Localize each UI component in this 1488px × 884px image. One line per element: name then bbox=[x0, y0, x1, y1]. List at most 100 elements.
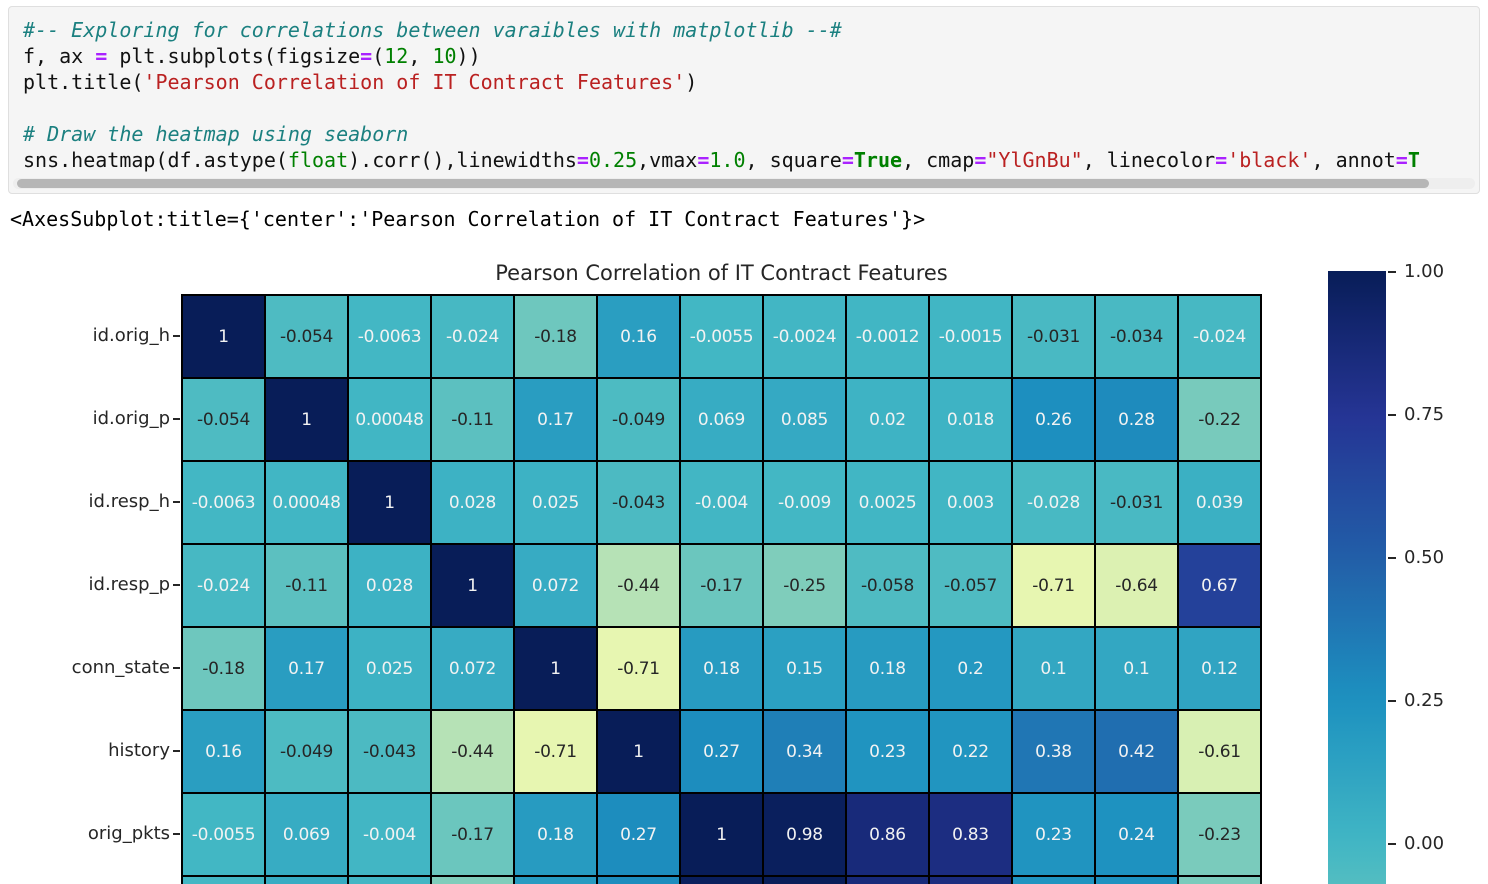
code-token: 0.25 bbox=[588, 148, 638, 172]
horizontal-scrollbar[interactable] bbox=[13, 178, 1475, 189]
heatmap-cell: 0.003 bbox=[930, 462, 1011, 543]
code-token: 'black' bbox=[1227, 148, 1312, 172]
heatmap-cell: -0.64 bbox=[1096, 545, 1177, 626]
row-label-orig_pkts: orig_pkts bbox=[87, 823, 170, 844]
heatmap-cell: -0.057 bbox=[930, 545, 1011, 626]
heatmap-cell: 1 bbox=[515, 628, 596, 709]
heatmap-cell: -0.0063 bbox=[349, 296, 430, 377]
heatmap-cell-partial bbox=[432, 877, 513, 884]
heatmap-cell: -0.71 bbox=[1013, 545, 1094, 626]
heatmap-cell: 0.16 bbox=[598, 296, 679, 377]
heatmap-cell: 1 bbox=[681, 794, 762, 875]
heatmap-cell-partial bbox=[1179, 877, 1260, 884]
code-editor[interactable]: #-- Exploring for correlations between v… bbox=[9, 7, 1479, 175]
heatmap-cell: -0.23 bbox=[1179, 794, 1260, 875]
heatmap-cell: 0.34 bbox=[764, 711, 845, 792]
y-tick bbox=[173, 418, 180, 420]
heatmap-cell: 0.18 bbox=[515, 794, 596, 875]
heatmap-cell: -0.44 bbox=[598, 545, 679, 626]
colorbar-tick-label: 0.50 bbox=[1404, 547, 1445, 568]
heatmap-cell: 0.16 bbox=[183, 711, 264, 792]
heatmap-cell: 0.069 bbox=[681, 379, 762, 460]
heatmap-cell: -0.009 bbox=[764, 462, 845, 543]
heatmap-cell: 0.039 bbox=[1179, 462, 1260, 543]
heatmap-cell: 0.83 bbox=[930, 794, 1011, 875]
heatmap-cell: 0.98 bbox=[764, 794, 845, 875]
code-token: )) bbox=[456, 44, 481, 68]
code-line: sns.heatmap(df.astype(float).corr(),line… bbox=[23, 147, 1465, 173]
colorbar-tick bbox=[1388, 414, 1396, 416]
heatmap-cell: 0.0025 bbox=[847, 462, 928, 543]
heatmap-cell: -0.0024 bbox=[764, 296, 845, 377]
code-token: = bbox=[974, 148, 987, 172]
heatmap-cell: -0.18 bbox=[515, 296, 596, 377]
heatmap-grid: 1 -0.054 -0.0063 -0.024 -0.18 0.16 -0.0055 -0.0… bbox=[181, 294, 1262, 884]
code-token: = bbox=[95, 44, 108, 68]
row-label-history: history bbox=[108, 740, 170, 761]
heatmap-cell: -0.25 bbox=[764, 545, 845, 626]
heatmap-cell: 0.028 bbox=[432, 462, 513, 543]
heatmap-cell: -0.024 bbox=[432, 296, 513, 377]
heatmap-cell-partial bbox=[1013, 877, 1094, 884]
heatmap-cell: 0.00048 bbox=[266, 462, 347, 543]
heatmap-cell: 0.28 bbox=[1096, 379, 1177, 460]
heatmap-cell: 0.025 bbox=[349, 628, 430, 709]
heatmap-cell: -0.024 bbox=[1179, 296, 1260, 377]
heatmap-cell: -0.18 bbox=[183, 628, 264, 709]
heatmap-cell-partial bbox=[183, 877, 264, 884]
heatmap-cell-partial bbox=[764, 877, 845, 884]
code-token: True bbox=[853, 148, 903, 172]
code-token: = bbox=[697, 148, 710, 172]
heatmap-cell: 0.27 bbox=[598, 794, 679, 875]
heatmap-cell: 1 bbox=[432, 545, 513, 626]
code-token: 10 bbox=[432, 44, 457, 68]
row-label-id.resp_p: id.resp_p bbox=[88, 574, 170, 595]
heatmap-cell-partial bbox=[349, 877, 430, 884]
colorbar bbox=[1328, 271, 1386, 884]
colorbar-tick bbox=[1388, 271, 1396, 273]
code-token: 1.0 bbox=[709, 148, 746, 172]
heatmap-cell: -0.71 bbox=[515, 711, 596, 792]
heatmap-cell: -0.028 bbox=[1013, 462, 1094, 543]
heatmap-cell: 1 bbox=[598, 711, 679, 792]
heatmap-cell: 0.42 bbox=[1096, 711, 1177, 792]
heatmap-cell: 1 bbox=[183, 296, 264, 377]
heatmap-cell: -0.058 bbox=[847, 545, 928, 626]
colorbar-tick-label: 0.25 bbox=[1404, 690, 1445, 711]
code-line: # Draw the heatmap using seaborn bbox=[23, 121, 1465, 147]
heatmap-cell: 0.27 bbox=[681, 711, 762, 792]
heatmap-cell: -0.71 bbox=[598, 628, 679, 709]
heatmap-cell: 1 bbox=[349, 462, 430, 543]
heatmap-cell: 0.1 bbox=[1013, 628, 1094, 709]
heatmap-cell: 0.24 bbox=[1096, 794, 1177, 875]
code-token: = bbox=[1215, 148, 1228, 172]
heatmap-cell: -0.031 bbox=[1013, 296, 1094, 377]
scrollbar-thumb[interactable] bbox=[17, 179, 1429, 188]
heatmap-cell: 0.67 bbox=[1179, 545, 1260, 626]
code-token: #-- Exploring for correlations between v… bbox=[23, 18, 842, 42]
y-tick bbox=[173, 667, 180, 669]
heatmap-cell: -0.22 bbox=[1179, 379, 1260, 460]
heatmap-cell: 0.17 bbox=[515, 379, 596, 460]
heatmap-cell: 1 bbox=[266, 379, 347, 460]
heatmap-cell: 0.26 bbox=[1013, 379, 1094, 460]
code-token: = bbox=[576, 148, 589, 172]
heatmap-cell: 0.2 bbox=[930, 628, 1011, 709]
code-token: , linecolor bbox=[1082, 148, 1216, 172]
code-token: 'Pearson Correlation of IT Contract Feat… bbox=[143, 70, 686, 94]
code-token: = bbox=[1395, 148, 1408, 172]
code-token: f, ax bbox=[23, 44, 96, 68]
colorbar-tick bbox=[1388, 843, 1396, 845]
heatmap-cell: 0.22 bbox=[930, 711, 1011, 792]
heatmap-cell: -0.44 bbox=[432, 711, 513, 792]
output-text: <AxesSubplot:title={'center':'Pearson Co… bbox=[10, 207, 926, 231]
y-tick bbox=[173, 584, 180, 586]
colorbar-tick bbox=[1388, 700, 1396, 702]
code-token: , annot bbox=[1311, 148, 1396, 172]
colorbar-tick-label: 0.00 bbox=[1404, 833, 1445, 854]
heatmap-cell: 0.12 bbox=[1179, 628, 1260, 709]
heatmap-cell: -0.049 bbox=[266, 711, 347, 792]
heatmap-cell-partial bbox=[1096, 877, 1177, 884]
heatmap-cell: 0.23 bbox=[847, 711, 928, 792]
